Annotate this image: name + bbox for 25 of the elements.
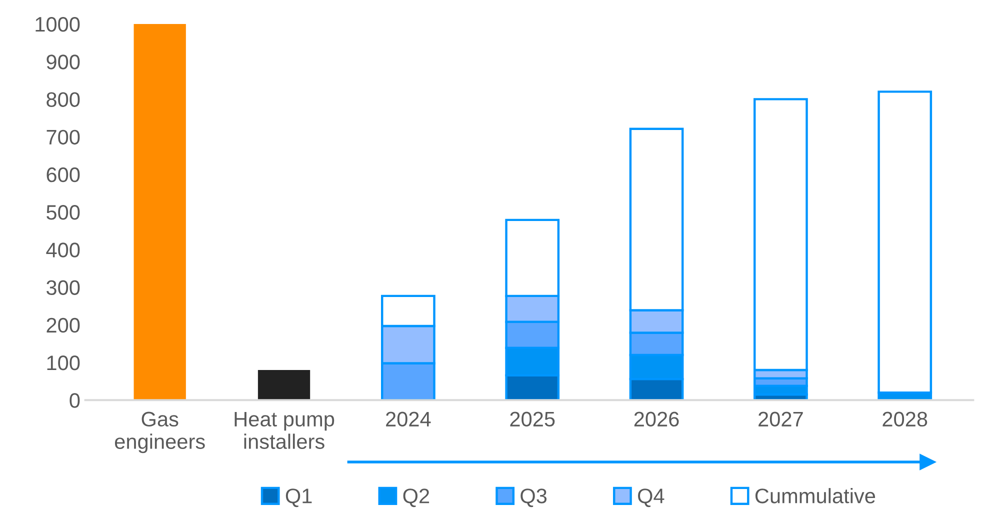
y-tick-label: 200 — [46, 318, 80, 333]
y-tick-label: 300 — [46, 280, 80, 296]
y-tick-label: 400 — [46, 242, 80, 258]
y-tick-label: 500 — [46, 205, 80, 220]
y-tick-label: 600 — [46, 167, 80, 182]
x-tick-label: 2024 — [386, 412, 431, 427]
x-tick-label: 2028 — [882, 412, 928, 427]
x-tick-label: 2027 — [758, 412, 803, 427]
y-tick-label: 800 — [46, 92, 80, 107]
legend-label: Q2 — [403, 488, 430, 508]
y-tick-label: 900 — [46, 54, 80, 70]
legend-label: Q3 — [520, 488, 547, 508]
bar — [134, 24, 186, 400]
y-tick-label: 0 — [70, 393, 80, 408]
bar — [258, 370, 310, 400]
x-tick-label: Heat pump installers — [234, 412, 334, 449]
legend-label: Q4 — [638, 488, 664, 508]
x-tick-label: 2025 — [510, 412, 555, 427]
legend-label: Q1 — [286, 488, 312, 508]
x-tick-label: 2026 — [634, 412, 679, 427]
x-tick-label: Gas engineers — [114, 412, 205, 454]
y-tick-label: 700 — [46, 130, 80, 145]
legend-label: Cummulative — [755, 488, 876, 504]
y-tick-label: 1000 — [36, 16, 80, 32]
y-tick-label: 100 — [47, 356, 80, 370]
